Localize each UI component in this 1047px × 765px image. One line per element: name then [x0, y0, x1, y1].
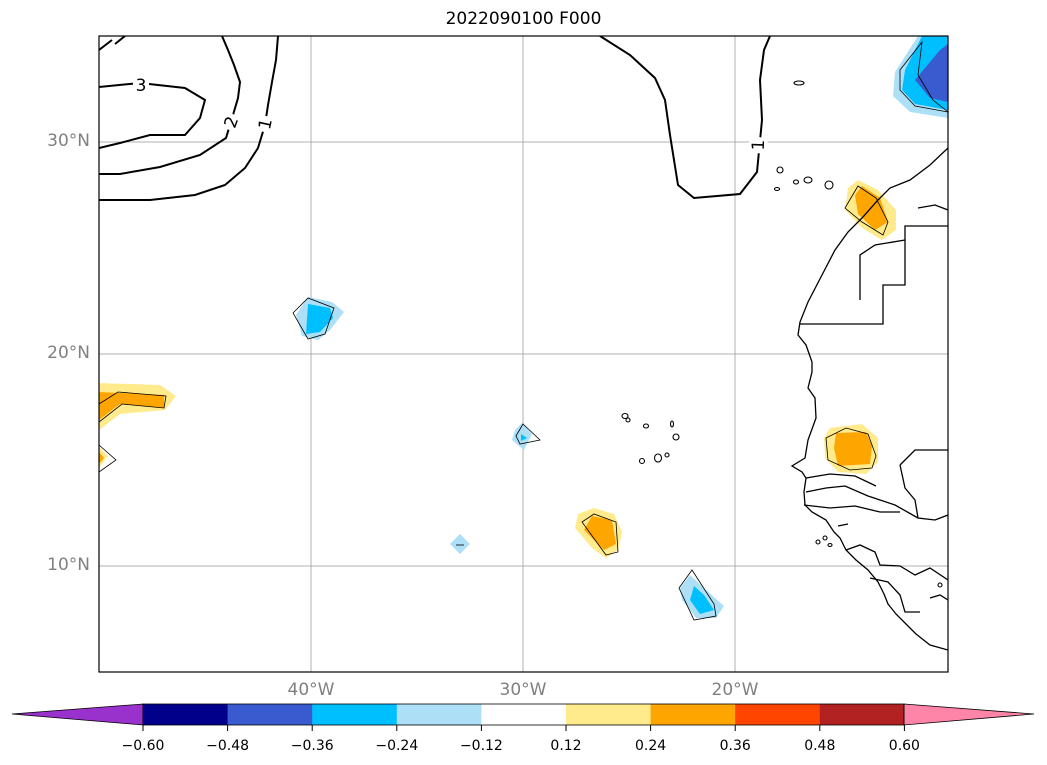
colorbar-tick-label: −0.36 [290, 738, 334, 754]
colorbar-tick-label: 0.36 [719, 738, 751, 754]
island [827, 542, 833, 548]
border [929, 594, 948, 601]
map-area: 3 2 1 1 [99, 36, 948, 672]
colorbar-extend-high [903, 703, 1035, 726]
colorbar-tick-label: 0.24 [635, 738, 667, 754]
gridlines [99, 36, 948, 672]
colorbar-tick-label: 0.48 [804, 738, 836, 754]
border [869, 577, 920, 613]
anomaly-patch [306, 304, 333, 334]
contour-1a [99, 36, 279, 201]
island [822, 535, 828, 541]
border [837, 523, 849, 527]
lon-label-20w: 20°W [711, 680, 759, 700]
border [899, 449, 948, 466]
colorbar-tick-label: −0.24 [375, 738, 419, 754]
island [642, 423, 650, 429]
border [859, 239, 906, 300]
island [625, 417, 631, 423]
island [792, 179, 800, 185]
lon-label-30w: 30°W [499, 680, 547, 700]
anomaly-patch [99, 452, 104, 464]
island [672, 433, 680, 441]
colorbar-swatch [650, 704, 736, 725]
anomaly-patch [834, 432, 872, 466]
island [773, 186, 781, 192]
island [793, 80, 805, 86]
contour-label: 1 [749, 139, 769, 151]
contour-1b [599, 36, 771, 200]
lat-label-20n: 20°N [47, 343, 90, 363]
colorbar-extend-low [11, 703, 144, 726]
border [917, 204, 948, 211]
map-title: 2022090100 F000 [445, 9, 602, 29]
island [621, 412, 629, 420]
colorbar-tick-label: 0.60 [888, 738, 920, 754]
colorbar [11, 703, 1035, 731]
map-frame [98, 35, 949, 673]
colorbar-tick-label: −0.48 [206, 738, 250, 754]
colorbar-tick-label: −0.60 [121, 738, 165, 754]
anomaly-patch [521, 434, 527, 441]
border [805, 473, 877, 487]
anomaly-patch [915, 44, 948, 102]
colorbar-swatch [566, 704, 652, 725]
coastlines [790, 147, 948, 651]
anomaly-outlines [99, 40, 948, 621]
island [803, 176, 813, 184]
island [669, 420, 675, 428]
island [815, 539, 821, 545]
africa-coast [790, 147, 948, 651]
islands [621, 80, 943, 588]
shaded-anomalies [99, 36, 948, 618]
contour-label-group: 3 2 1 1 [133, 75, 769, 155]
anomaly-patch [584, 516, 616, 550]
contour-3 [99, 81, 207, 149]
border [845, 544, 948, 581]
colorbar-swatch [312, 704, 398, 725]
border [803, 504, 900, 513]
colorbar-swatch [481, 704, 567, 725]
colorbar-swatch [735, 704, 821, 725]
island [638, 457, 646, 465]
contour-label: 3 [136, 76, 147, 96]
colorbar-swatch [227, 704, 313, 725]
island [824, 180, 834, 190]
contour-label: 1 [255, 117, 277, 132]
colorbar-swatch [396, 704, 482, 725]
lat-label-30n: 30°N [47, 131, 90, 151]
border [899, 464, 948, 521]
anomaly-patch [450, 534, 470, 554]
anomaly-patch [690, 586, 714, 614]
lat-label-10n: 10°N [47, 555, 90, 575]
colorbar-tick-label: −0.12 [459, 738, 503, 754]
lon-label-40w: 40°W [287, 680, 335, 700]
island [653, 453, 663, 463]
border [805, 485, 919, 519]
anomaly-patch [99, 392, 164, 420]
border [800, 225, 948, 325]
island [776, 166, 784, 174]
island [937, 582, 943, 588]
colorbar-swatch [143, 704, 229, 725]
island [664, 452, 670, 458]
colorbar-tick-label: 0.12 [550, 738, 582, 754]
colorbar-swatch [819, 704, 905, 725]
